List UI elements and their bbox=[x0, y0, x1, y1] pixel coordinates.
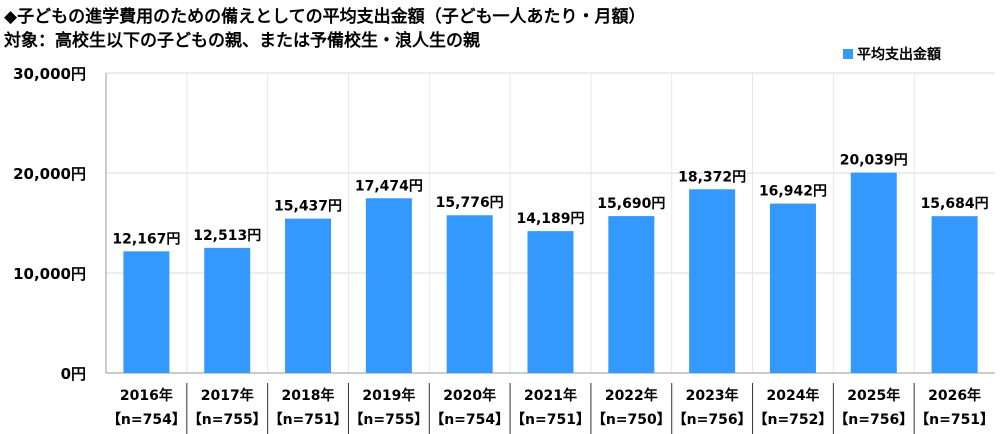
data-label: 15,437円 bbox=[274, 199, 342, 215]
bar bbox=[769, 203, 816, 373]
bar bbox=[689, 189, 736, 373]
x-tick-label: 2016年 bbox=[120, 387, 173, 404]
bar bbox=[931, 216, 978, 373]
bar bbox=[204, 247, 251, 373]
y-tick-label: 30,000円 bbox=[13, 65, 86, 83]
data-label: 18,372円 bbox=[678, 169, 746, 185]
y-tick-label: 20,000円 bbox=[13, 165, 86, 183]
sample-size-label: 【n=751】 bbox=[915, 412, 994, 428]
sample-size-label: 【n=751】 bbox=[511, 412, 590, 428]
x-tick-label: 2023年 bbox=[686, 387, 739, 404]
legend: 平均支出金額 bbox=[843, 44, 941, 64]
x-tick-label: 2025年 bbox=[847, 387, 900, 404]
bar bbox=[123, 251, 170, 373]
sample-size-label: 【n=751】 bbox=[269, 412, 348, 428]
x-tick-label: 2022年 bbox=[605, 387, 658, 404]
sample-size-label: 【n=756】 bbox=[834, 412, 913, 428]
y-tick-label: 10,000円 bbox=[13, 265, 86, 283]
data-label: 15,690円 bbox=[597, 196, 665, 212]
x-tick-label: 2026年 bbox=[928, 387, 981, 404]
bar bbox=[527, 231, 574, 373]
sample-size-label: 【n=754】 bbox=[430, 412, 509, 428]
chart-subtitle: 対象：高校生以下の子どもの親、または予備校生・浪人生の親 bbox=[4, 31, 480, 51]
sample-size-label: 【n=755】 bbox=[188, 412, 267, 428]
legend-label: 平均支出金額 bbox=[857, 47, 941, 63]
x-tick-label: 2020年 bbox=[443, 387, 496, 404]
data-label: 12,513円 bbox=[193, 228, 261, 244]
bar bbox=[850, 172, 897, 373]
x-tick-label: 2018年 bbox=[282, 387, 335, 404]
sample-size-label: 【n=756】 bbox=[673, 412, 752, 428]
bar bbox=[446, 215, 493, 373]
chart-title: ◆子どもの進学費用のための備えとしての平均支出金額（子ども一人あたり・月額） bbox=[4, 7, 646, 27]
sample-size-label: 【n=755】 bbox=[349, 412, 428, 428]
data-label: 17,474円 bbox=[355, 178, 423, 194]
x-tick-label: 2024年 bbox=[766, 387, 819, 404]
data-label: 15,684円 bbox=[921, 196, 989, 212]
bar bbox=[285, 218, 332, 373]
x-tick-label: 2019年 bbox=[362, 387, 415, 404]
bar bbox=[608, 216, 655, 373]
bar bbox=[365, 198, 412, 373]
data-label: 15,776円 bbox=[436, 195, 504, 211]
sample-size-label: 【n=754】 bbox=[107, 412, 186, 428]
y-tick-label: 0円 bbox=[61, 365, 86, 383]
data-label: 14,189円 bbox=[516, 211, 584, 227]
x-tick-label: 2017年 bbox=[201, 387, 254, 404]
data-label: 12,167円 bbox=[112, 231, 180, 247]
data-label: 20,039円 bbox=[840, 153, 908, 169]
sample-size-label: 【n=750】 bbox=[592, 412, 671, 428]
legend-swatch bbox=[843, 49, 853, 59]
x-tick-label: 2021年 bbox=[524, 387, 577, 404]
data-label: 16,942円 bbox=[759, 184, 827, 200]
sample-size-label: 【n=752】 bbox=[753, 412, 832, 428]
